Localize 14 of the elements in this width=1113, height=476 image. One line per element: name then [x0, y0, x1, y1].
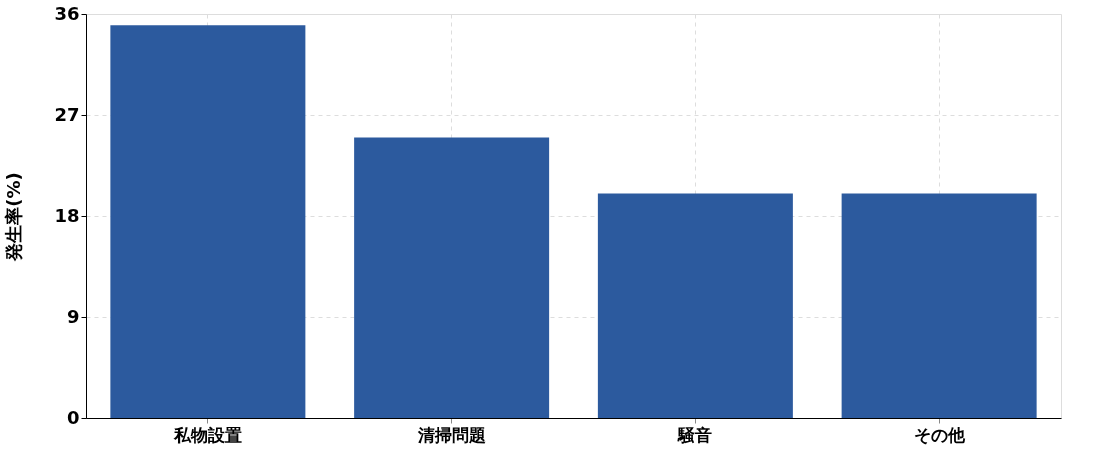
x-tick-label: その他: [913, 424, 966, 445]
y-tick-label: 18: [54, 204, 80, 226]
bar: [597, 193, 793, 418]
y-axis-title: 発生率(%): [3, 172, 25, 262]
y-tick-label: 0: [66, 406, 80, 428]
y-tick-label: 27: [54, 103, 80, 125]
x-tick-label: 騒音: [677, 424, 713, 445]
y-tick-label: 9: [66, 305, 80, 327]
x-tick-label: 清掃問題: [416, 424, 486, 445]
bar: [841, 193, 1037, 418]
x-tick-label: 私物設置: [172, 424, 242, 445]
bar: [354, 137, 550, 418]
y-tick-label: 36: [54, 2, 80, 24]
bar: [110, 25, 306, 418]
